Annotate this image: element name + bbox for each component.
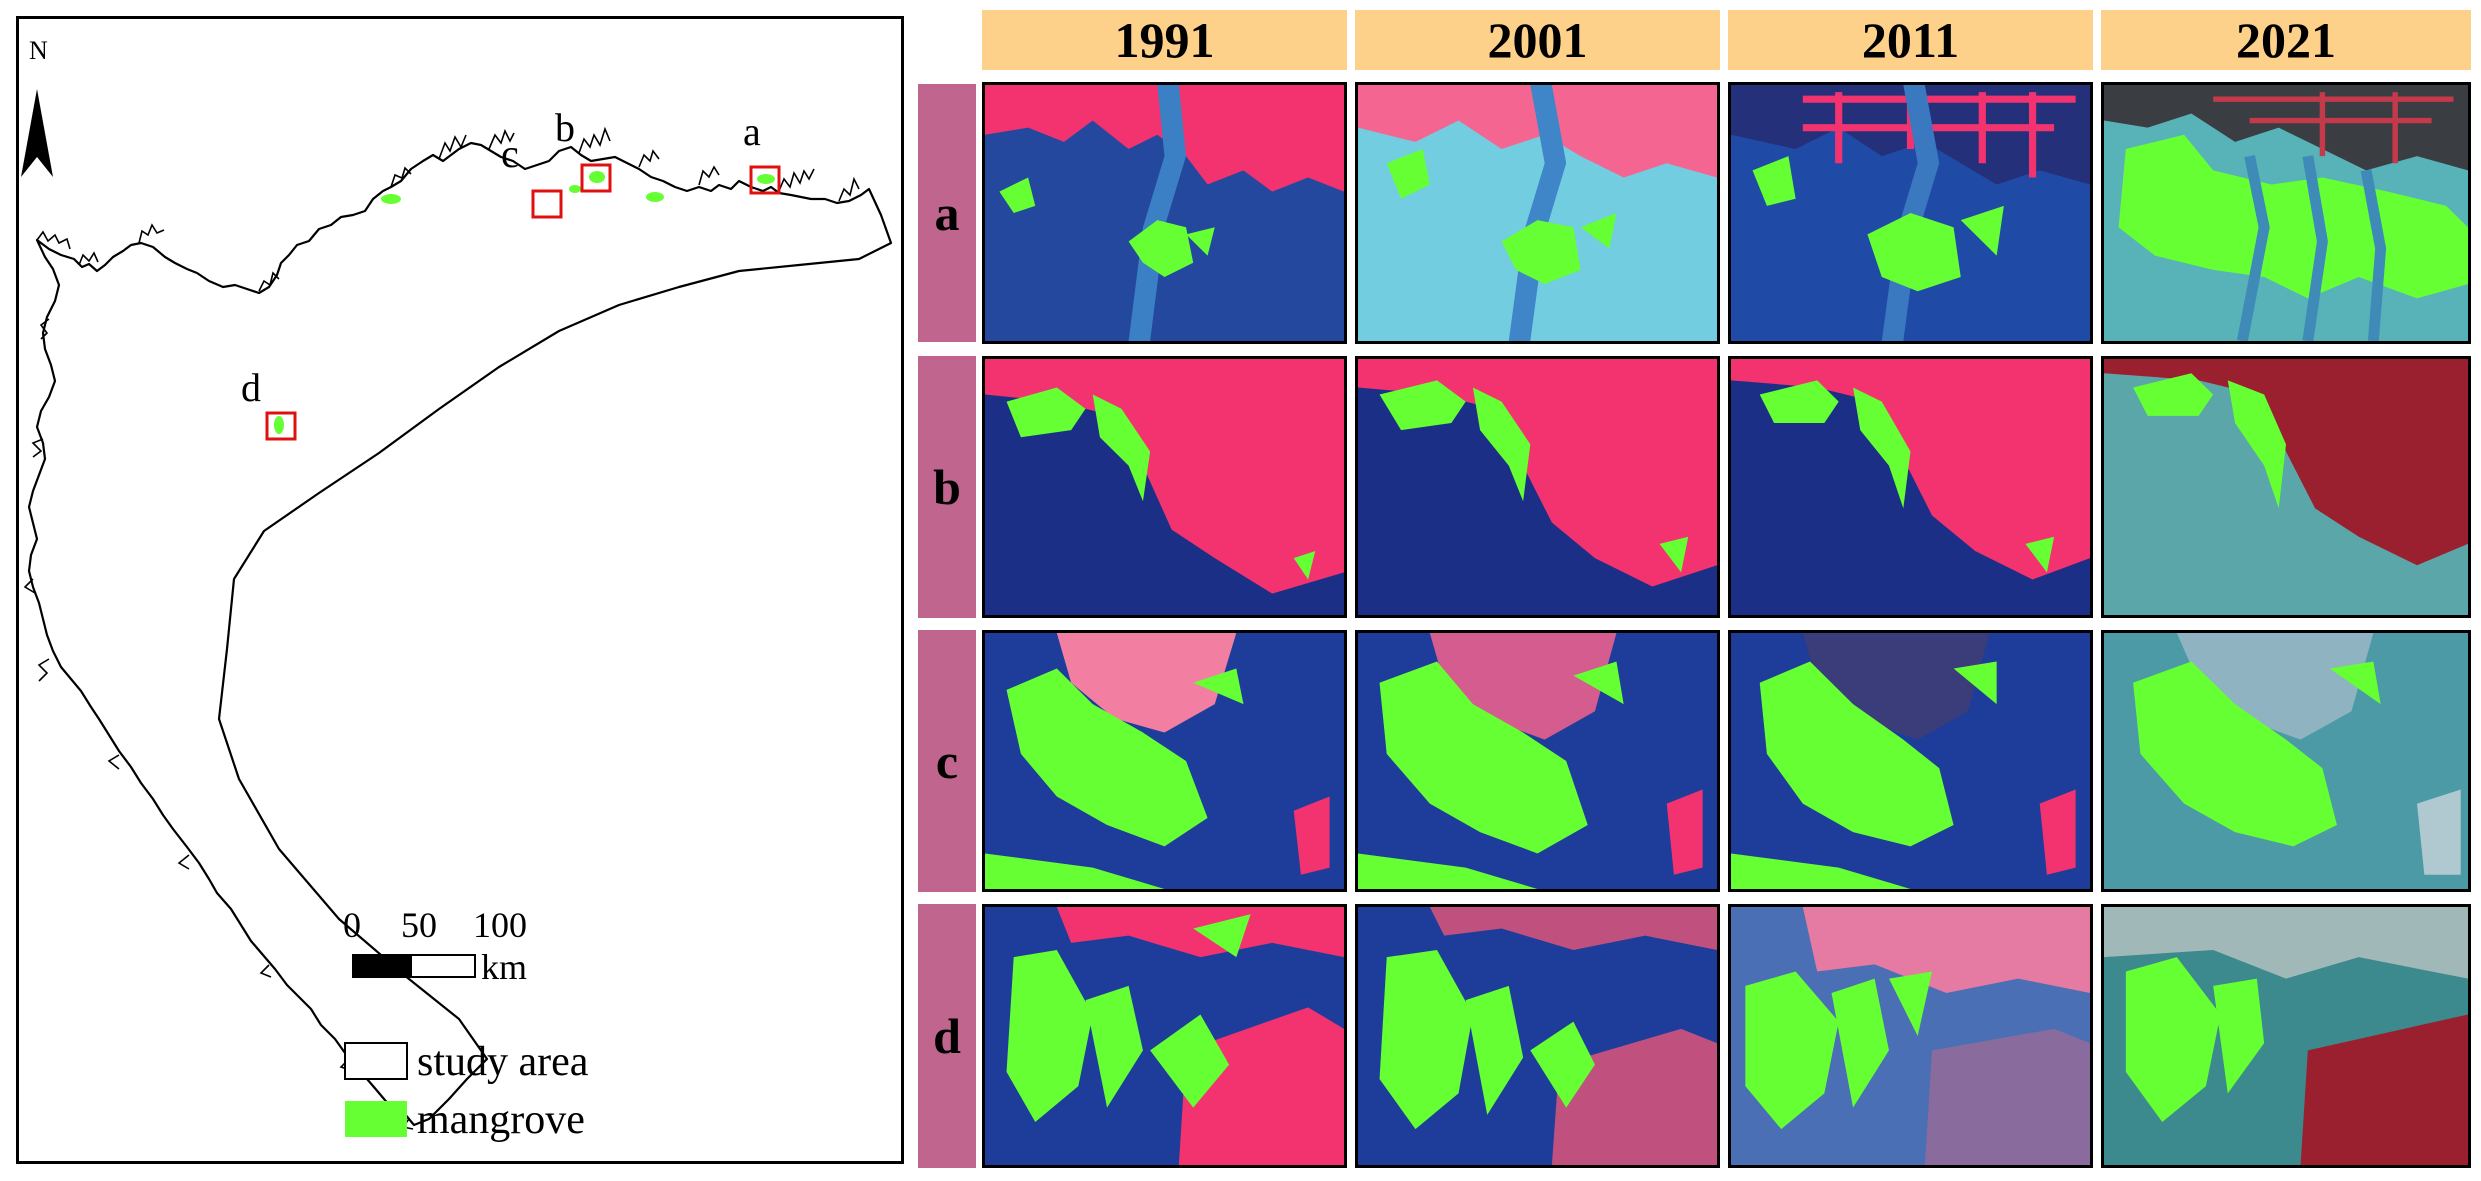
site-box-c — [531, 189, 563, 219]
overview-map: a b c d N 0 50 100 km study area mangrov… — [16, 16, 904, 1164]
legend-swatch-mangrove — [345, 1101, 407, 1137]
legend-swatch-study-area — [344, 1042, 408, 1080]
scale-tick-50: 50 — [401, 905, 437, 945]
scale-unit: km — [481, 947, 527, 987]
legend-label-mangrove: mangrove — [417, 1097, 585, 1143]
tile-a-2021 — [2101, 82, 2471, 344]
tile-b-2001 — [1355, 356, 1720, 618]
row-label-d: d — [918, 904, 976, 1168]
tile-d-2021 — [2101, 904, 2471, 1168]
tile-a-2001 — [1355, 82, 1720, 344]
site-box-d — [265, 411, 297, 441]
map-canvas: a b c d N 0 50 100 km study area mangrov… — [21, 36, 893, 1143]
legend-label-study-area: study area — [417, 1039, 589, 1085]
tile-d-2011 — [1728, 904, 2093, 1168]
tile-d-1991 — [982, 904, 1347, 1168]
tile-b-1991 — [982, 356, 1347, 618]
north-label: N — [29, 36, 48, 65]
scale-tick-0: 0 — [343, 905, 361, 945]
site-label-d: d — [241, 365, 261, 410]
year-header-1991: 1991 — [982, 10, 1347, 70]
tile-c-1991 — [982, 630, 1347, 892]
site-label-b: b — [555, 105, 575, 150]
year-header-2011: 2011 — [1728, 10, 2093, 70]
scale-tick-100: 100 — [473, 905, 527, 945]
tile-b-2011 — [1728, 356, 2093, 618]
study-area-outline — [27, 141, 893, 1127]
tile-a-2011 — [1728, 82, 2093, 344]
year-header-2001: 2001 — [1355, 10, 1720, 70]
year-header-2021: 2021 — [2101, 10, 2471, 70]
tile-c-2011 — [1728, 630, 2093, 892]
scale-bar: 0 50 100 km — [343, 905, 527, 987]
site-label-a: a — [743, 109, 761, 154]
map-legend: study area mangrove — [344, 1039, 589, 1143]
tile-b-2021 — [2101, 356, 2471, 618]
tile-c-2021 — [2101, 630, 2471, 892]
tile-a-1991 — [982, 82, 1347, 344]
site-box-a — [749, 165, 781, 195]
row-label-a: a — [918, 84, 976, 342]
row-label-b: b — [918, 356, 976, 618]
row-label-c: c — [918, 630, 976, 892]
tile-c-2001 — [1355, 630, 1720, 892]
tile-d-2001 — [1355, 904, 1720, 1168]
north-arrow-icon: N — [21, 36, 53, 177]
site-label-c: c — [501, 131, 519, 176]
site-box-b — [580, 163, 612, 193]
